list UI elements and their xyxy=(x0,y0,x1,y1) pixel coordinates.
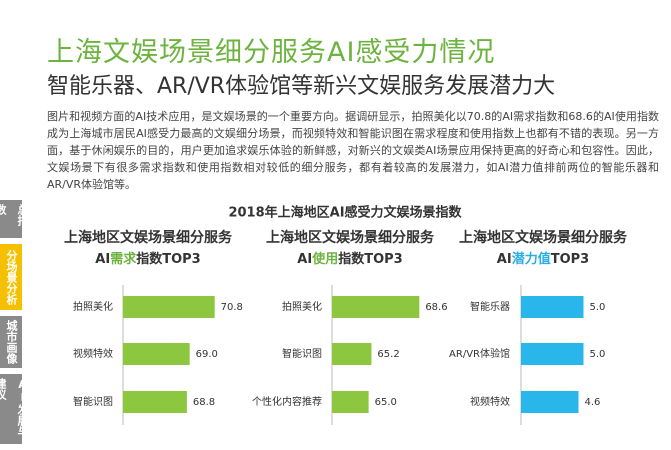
sidebar-tab[interactable]: 分场景分析 xyxy=(0,244,22,310)
panel-subtitle-part: 使用 xyxy=(311,251,338,267)
category-label: 智能识图 xyxy=(282,347,322,360)
panel-subtitle-part: 指数TOP3 xyxy=(136,251,201,267)
panel-title: 上海地区文娱场景细分服务 xyxy=(459,229,628,246)
panel-subtitle-part: 需求 xyxy=(110,251,137,267)
category-label: 拍照美化 xyxy=(73,300,113,313)
panel-subtitle-part: AI xyxy=(497,252,512,267)
bar xyxy=(521,391,579,413)
panel-subtitle: AI需求指数TOP3 xyxy=(95,251,200,267)
value-label: 5.0 xyxy=(590,302,606,313)
panel-subtitle-part: AI xyxy=(95,252,110,267)
value-label: 65.0 xyxy=(375,397,397,408)
bar xyxy=(123,296,215,318)
bar xyxy=(332,391,369,413)
panel-title: 上海地区文娱场景细分服务 xyxy=(64,229,233,246)
panel-subtitle-part: 潜力值 xyxy=(512,251,551,267)
body-text: 图片和视频方面的AI技术应用，是文娱场景的一个重要方向。据调研显示，拍照美化以7… xyxy=(47,110,659,191)
category-label: AR/VR体验馆 xyxy=(449,347,510,360)
value-label: 69.0 xyxy=(196,349,218,360)
category-label: 智能识图 xyxy=(73,395,113,408)
figure-title: 2018年上海地区AI感受力文娱场景指数 xyxy=(228,205,462,221)
category-label: 智能乐器 xyxy=(470,300,510,313)
bar xyxy=(521,343,584,365)
page-title: 上海文娱场景细分服务AI感受力情况 xyxy=(47,37,496,68)
bar xyxy=(332,343,372,365)
panel-subtitle: AI潜力值TOP3 xyxy=(497,251,589,267)
value-label: 68.8 xyxy=(193,397,215,408)
value-label: 70.8 xyxy=(221,302,243,313)
category-label: 视频特效 xyxy=(470,395,510,408)
panel-subtitle-part: 指数TOP3 xyxy=(338,251,403,267)
sidebar-tab[interactable]: 城市画像 xyxy=(0,316,22,368)
page-subtitle: 智能乐器、AR/VR体验馆等新兴文娱服务发展潜力大 xyxy=(47,74,556,99)
panel-subtitle: AI使用指数TOP3 xyxy=(297,251,402,267)
panel-title: 上海地区文娱场景细分服务 xyxy=(266,229,435,246)
category-label: 拍照美化 xyxy=(282,300,322,313)
bar xyxy=(521,296,584,318)
value-label: 4.6 xyxy=(585,397,601,408)
bar xyxy=(332,296,420,318)
value-label: 5.0 xyxy=(590,349,606,360)
value-label: 68.6 xyxy=(425,302,447,313)
panel-subtitle-part: AI xyxy=(297,252,312,267)
bar xyxy=(123,343,190,365)
category-label: 视频特效 xyxy=(73,347,113,360)
category-label: 个性化内容推荐 xyxy=(252,395,322,408)
panel-subtitle-part: TOP3 xyxy=(551,252,590,267)
bar xyxy=(123,391,187,413)
value-label: 65.2 xyxy=(377,349,399,360)
